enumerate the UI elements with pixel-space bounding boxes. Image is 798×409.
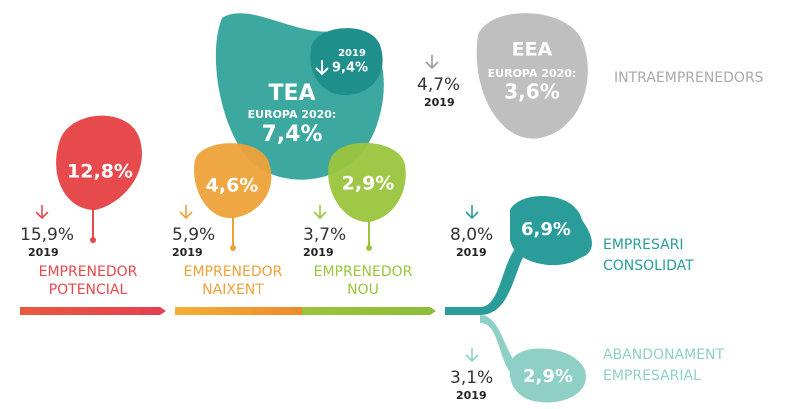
blob xyxy=(510,196,592,266)
stage-value: 2,9% xyxy=(523,366,573,387)
tea-year: 2019 xyxy=(338,48,366,59)
stage: 12,8% 15,9% 2019 EMPRENEDOR POTENCIAL xyxy=(20,161,138,299)
eea-label: EEA xyxy=(512,39,553,61)
stage-previous: 15,9% xyxy=(20,225,74,245)
eea-previous: 4,7% xyxy=(417,75,460,95)
flow-bar xyxy=(20,307,166,315)
stage-label: NAIXENT xyxy=(202,282,264,298)
tea-previous: 9,4% xyxy=(332,61,368,76)
stage-value: 2,9% xyxy=(342,173,395,195)
stage-previous: 8,0% xyxy=(450,225,493,245)
blob xyxy=(476,13,588,139)
tea-label: TEA xyxy=(268,81,315,106)
tea-value: 7,4% xyxy=(261,122,322,147)
flow-bar xyxy=(302,307,436,315)
stage-value: 4,6% xyxy=(206,175,259,197)
down-arrows xyxy=(35,55,479,363)
stage-year: 2019 xyxy=(303,246,334,259)
eea-year: 2019 xyxy=(424,96,455,109)
stage-year: 2019 xyxy=(456,246,487,259)
blob xyxy=(509,348,586,403)
stage-label: EMPRENEDOR xyxy=(39,264,138,280)
stage-label: EMPRENEDOR xyxy=(314,264,413,280)
flow-bar xyxy=(175,307,302,315)
dot xyxy=(90,237,96,243)
tea-sublabel: EUROPA 2020: xyxy=(248,108,337,121)
stage: 6,9% 8,0% 2019 EMPRESARI CONSOLIDAT xyxy=(450,219,694,274)
stage-year: 2019 xyxy=(172,246,203,259)
stage-label: EMPRESARIAL xyxy=(603,368,701,384)
eea-sublabel: EUROPA 2020: xyxy=(488,67,577,80)
blob xyxy=(310,28,383,95)
stage-label: NOU xyxy=(347,282,379,298)
stage: 4,6% 5,9% 2019 EMPRENEDOR NAIXENT xyxy=(172,175,283,299)
stage: 2,9% 3,7% 2019 EMPRENEDOR NOU xyxy=(303,173,413,299)
stage-label: POTENCIAL xyxy=(49,282,128,298)
eea-name: INTRAEMPRENEDORS xyxy=(614,70,764,86)
dot xyxy=(366,245,372,251)
stage-label: CONSOLIDAT xyxy=(603,258,694,274)
stage-label: EMPRENEDOR xyxy=(184,264,283,280)
stage: 2,9% 3,1% 2019 ABANDONAMENT EMPRESARIAL xyxy=(450,347,724,402)
stage-value: 12,8% xyxy=(67,161,133,183)
stage-year: 2019 xyxy=(456,389,487,402)
dot xyxy=(230,245,236,251)
blob xyxy=(56,115,142,210)
blob xyxy=(328,142,406,222)
stage-label: ABANDONAMENT xyxy=(603,347,724,363)
stage-label: EMPRESARI xyxy=(603,237,684,253)
stage-previous: 3,1% xyxy=(450,368,493,388)
stage-year: 2019 xyxy=(28,246,59,259)
blob xyxy=(194,143,272,219)
stage-previous: 3,7% xyxy=(303,225,346,245)
stage-value: 6,9% xyxy=(521,219,571,240)
eea-value: 3,6% xyxy=(504,80,559,104)
stage-previous: 5,9% xyxy=(172,225,215,245)
